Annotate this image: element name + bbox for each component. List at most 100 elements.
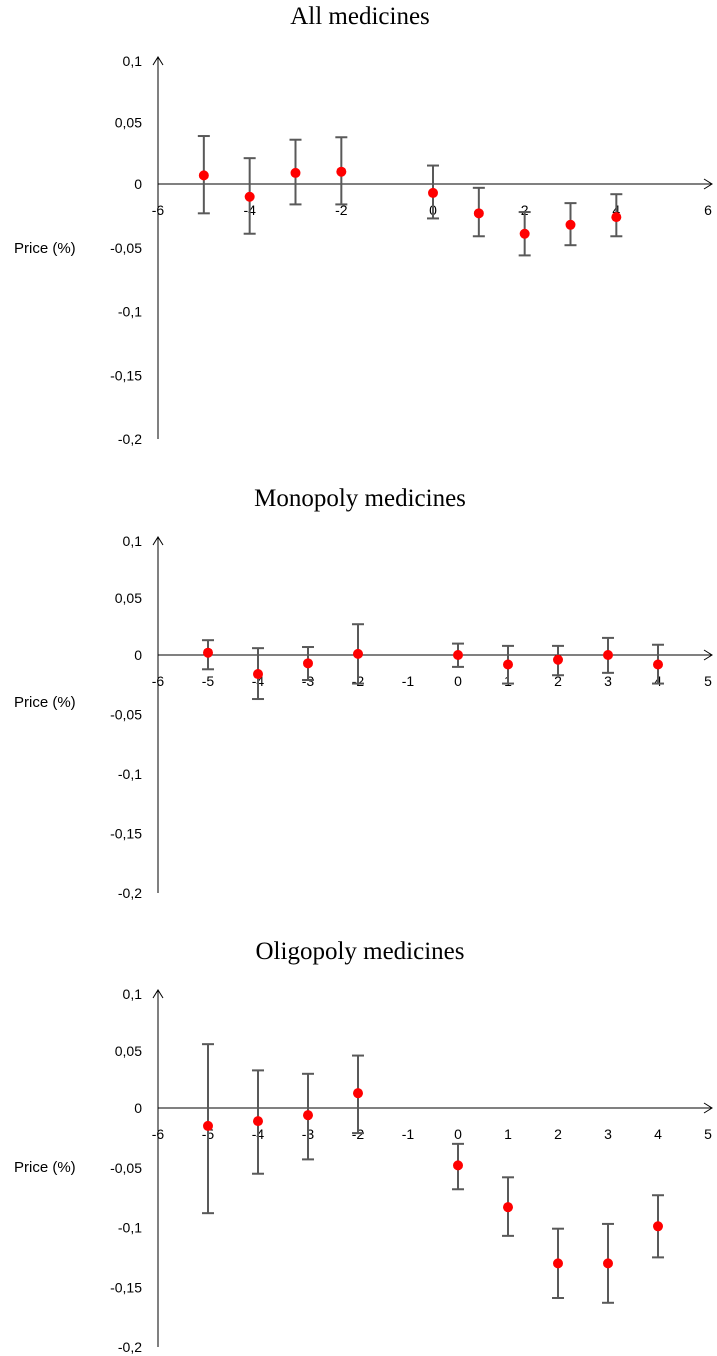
data-point-group <box>602 1222 614 1304</box>
data-point <box>203 1120 213 1131</box>
y-tick-label: -0,1 <box>118 304 142 320</box>
chart-title: All medicines <box>290 3 430 30</box>
x-tick-label: -1 <box>402 673 415 689</box>
data-point <box>473 208 484 219</box>
data-point-group <box>552 644 564 677</box>
data-point <box>353 1088 363 1099</box>
y-tick-label: -0,2 <box>118 1339 142 1355</box>
data-point <box>553 1258 563 1269</box>
x-tick-label: 5 <box>704 673 712 689</box>
data-point <box>611 212 622 223</box>
y-tick-label: -0,15 <box>110 1279 142 1295</box>
data-point-group <box>652 1194 664 1259</box>
data-point-group <box>352 623 364 685</box>
data-point <box>603 1258 613 1269</box>
data-point <box>198 170 209 181</box>
data-point <box>253 669 263 680</box>
y-tick-label: 0,1 <box>123 53 143 69</box>
data-point-group <box>502 644 514 685</box>
x-tick-label: -6 <box>152 1126 165 1142</box>
y-tick-label: -0,1 <box>118 1220 142 1236</box>
x-tick-label: 3 <box>604 1126 612 1142</box>
y-axis-label: Price (%) <box>14 1159 76 1176</box>
x-tick-label: 0 <box>454 1126 462 1142</box>
data-point <box>303 1110 313 1121</box>
y-axis-arrow <box>152 989 164 999</box>
data-point-group <box>452 642 464 668</box>
data-point-group <box>252 647 264 701</box>
data-point <box>303 658 313 669</box>
data-point-group <box>564 202 577 247</box>
chart-title: Monopoly medicines <box>254 485 466 512</box>
y-tick-label: 0,05 <box>115 590 142 606</box>
y-tick-label: 0,05 <box>115 115 142 131</box>
data-point <box>553 654 563 665</box>
y-tick-label: 0 <box>134 176 142 192</box>
chart-title: Oligopoly medicines <box>255 938 465 965</box>
x-tick-label: 2 <box>554 1126 562 1142</box>
data-point <box>603 650 613 660</box>
x-tick-label: 2 <box>554 673 562 689</box>
x-axis-arrow <box>703 178 713 190</box>
x-tick-label: 2 <box>521 202 529 218</box>
y-tick-label: 0,1 <box>123 986 143 1002</box>
y-tick-label: -0,1 <box>118 766 142 782</box>
data-point <box>453 1160 463 1171</box>
data-point <box>244 191 255 202</box>
data-point-group <box>452 1142 464 1191</box>
x-tick-label: -5 <box>202 673 215 689</box>
data-point <box>336 166 347 177</box>
data-point-group <box>252 1069 264 1175</box>
x-tick-label: 1 <box>504 1126 512 1142</box>
data-point-group <box>652 643 664 685</box>
data-point <box>203 647 213 658</box>
data-point-group <box>243 157 256 235</box>
data-point-group <box>202 1043 214 1215</box>
x-tick-label: 5 <box>704 1126 712 1142</box>
data-point-group <box>302 1072 314 1161</box>
x-tick-label: 4 <box>654 1126 662 1142</box>
data-point <box>503 659 513 670</box>
data-point <box>428 187 438 198</box>
y-tick-label: -0,15 <box>110 367 142 383</box>
y-tick-label: -0,05 <box>110 1160 142 1176</box>
data-point-group <box>502 1176 514 1237</box>
x-tick-label: 6 <box>704 202 712 218</box>
data-point-group <box>302 646 314 681</box>
data-point <box>290 167 301 178</box>
data-point <box>253 1116 263 1127</box>
y-tick-label: 0 <box>134 647 142 663</box>
y-tick-label: 0,1 <box>123 533 143 549</box>
data-point-group <box>427 164 439 220</box>
y-tick-label: -0,05 <box>110 240 142 256</box>
data-point-group <box>289 138 302 206</box>
x-tick-label: 0 <box>454 673 462 689</box>
y-axis-label: Price (%) <box>14 240 76 257</box>
y-tick-label: -0,15 <box>110 826 142 842</box>
data-point-group <box>335 136 348 206</box>
x-axis-arrow <box>703 649 713 661</box>
data-point-group <box>197 135 210 215</box>
y-axis-arrow <box>152 536 164 546</box>
data-point <box>519 228 530 239</box>
data-point <box>453 650 463 660</box>
data-point <box>653 1221 663 1232</box>
y-tick-label: -0,2 <box>118 885 142 901</box>
data-point-group <box>472 186 485 238</box>
y-tick-label: 0 <box>134 1100 142 1116</box>
x-axis-arrow <box>703 1102 713 1114</box>
y-tick-label: 0,05 <box>115 1043 142 1059</box>
x-tick-label: -3 <box>302 673 315 689</box>
data-point-group <box>602 636 614 674</box>
data-point-group <box>552 1227 564 1300</box>
data-point-group <box>202 639 214 671</box>
x-tick-label: -6 <box>152 673 165 689</box>
x-tick-label: -1 <box>402 1126 415 1142</box>
x-tick-label: -2 <box>335 202 348 218</box>
x-tick-label: -6 <box>152 202 165 218</box>
y-axis-arrow <box>152 56 164 66</box>
y-tick-label: -0,2 <box>118 431 142 447</box>
data-point <box>503 1202 513 1213</box>
